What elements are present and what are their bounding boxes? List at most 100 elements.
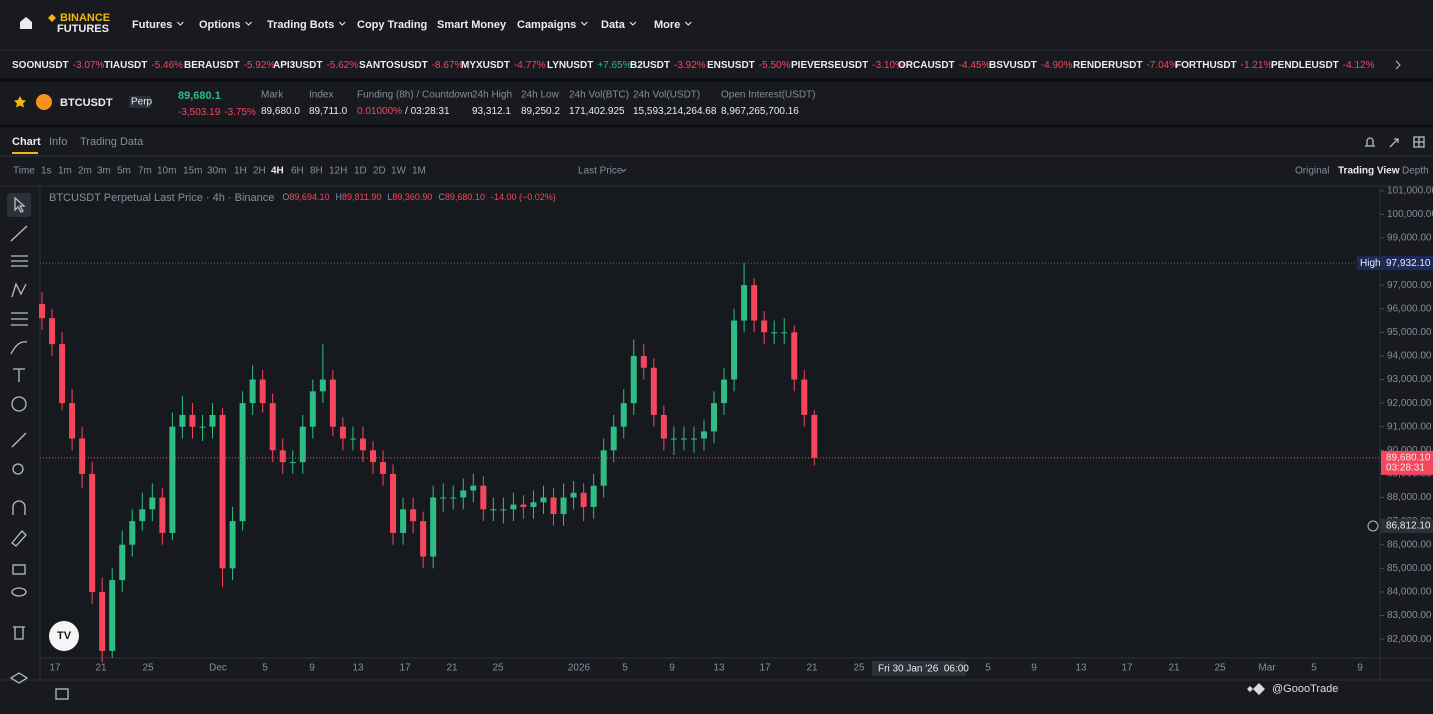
add-alert[interactable] bbox=[1367, 520, 1379, 532]
interval[interactable]: 1W bbox=[391, 166, 407, 177]
pattern-tool[interactable] bbox=[11, 282, 27, 298]
candle-body bbox=[570, 492, 577, 498]
ticker-item[interactable]: FORTHUSDT -1.21% bbox=[1175, 60, 1272, 71]
ticker-item[interactable]: SOONUSDT -3.07% bbox=[12, 60, 104, 71]
zoom-tool[interactable] bbox=[12, 463, 24, 475]
tab[interactable]: Info bbox=[49, 136, 67, 148]
cursor-tool[interactable] bbox=[14, 196, 26, 213]
candle-body bbox=[550, 497, 557, 515]
ticker-item[interactable]: BSVUSDT -4.90% bbox=[989, 60, 1073, 71]
nav-item[interactable]: Options bbox=[199, 19, 241, 31]
interval[interactable]: 1M bbox=[412, 166, 426, 177]
ticker-item[interactable]: LYNUSDT +7.65% bbox=[547, 60, 632, 71]
x-tick-label: 17 bbox=[399, 663, 411, 674]
interval[interactable]: 15m bbox=[183, 166, 202, 177]
x-tick-label: Mar bbox=[1258, 663, 1276, 674]
x-tick-label: 25 bbox=[142, 663, 154, 674]
ticker-item[interactable]: SANTOSUSDT -8.67% bbox=[359, 60, 464, 71]
interval[interactable]: 6H bbox=[291, 166, 304, 177]
ruler-tool[interactable] bbox=[11, 432, 27, 448]
favorite-icon[interactable] bbox=[14, 96, 26, 108]
interval[interactable]: 5m bbox=[117, 166, 131, 177]
interval[interactable]: 4H bbox=[271, 166, 284, 177]
view-option[interactable]: Original bbox=[1295, 166, 1329, 177]
tab[interactable]: Trading Data bbox=[80, 136, 144, 148]
nav-item[interactable]: Campaigns bbox=[517, 19, 576, 31]
candle-body bbox=[329, 379, 336, 427]
price-type[interactable]: Last Price bbox=[578, 166, 623, 177]
interval[interactable]: 2H bbox=[253, 166, 266, 177]
tab-underline bbox=[12, 152, 38, 154]
ticker-next[interactable] bbox=[1395, 60, 1401, 70]
ticker-symbol: FORTHUSDT bbox=[1175, 60, 1237, 71]
ticker-item[interactable]: TIAUSDT -5.46% bbox=[104, 60, 183, 71]
interval[interactable]: 1H bbox=[234, 166, 247, 177]
layout-icon[interactable] bbox=[1413, 136, 1425, 148]
ticker-change: -4.77% bbox=[514, 60, 546, 71]
logo: FUTURES bbox=[57, 23, 109, 35]
candle-body bbox=[490, 509, 497, 511]
y-tick-label: 91,000.00 bbox=[1387, 421, 1432, 432]
nav-item[interactable]: Futures bbox=[132, 19, 172, 31]
view-option[interactable]: Trading View bbox=[1338, 166, 1400, 177]
nav-item[interactable]: Copy Trading bbox=[357, 19, 427, 31]
lock-tool[interactable] bbox=[12, 564, 26, 575]
interval[interactable]: 8H bbox=[310, 166, 323, 177]
stat-label: 24h Vol(USDT) bbox=[633, 90, 700, 101]
interval[interactable]: 30m bbox=[207, 166, 226, 177]
interval[interactable]: 10m bbox=[157, 166, 176, 177]
interval[interactable]: 1m bbox=[58, 166, 72, 177]
channel-tool[interactable] bbox=[11, 255, 28, 267]
ticker-item[interactable]: RENDERUSDT -7.04% bbox=[1073, 60, 1178, 71]
brush-tool[interactable] bbox=[10, 341, 28, 355]
expand-icon[interactable] bbox=[1389, 138, 1399, 148]
candle-body bbox=[530, 502, 537, 507]
candle-body bbox=[49, 318, 56, 345]
interval[interactable]: 1D bbox=[354, 166, 367, 177]
tradingview-logo-text: TV bbox=[57, 630, 72, 642]
line-tool[interactable] bbox=[10, 225, 28, 242]
home-icon[interactable] bbox=[20, 17, 32, 29]
nav-item[interactable]: Trading Bots bbox=[267, 19, 334, 31]
nav-item[interactable]: Data bbox=[601, 19, 626, 31]
last-price: 89,680.10 bbox=[1386, 453, 1431, 464]
fib-tool[interactable] bbox=[11, 312, 28, 326]
ticker-item[interactable]: API3USDT -5.62% bbox=[273, 60, 358, 71]
ticker-item[interactable]: B2USDT -3.92% bbox=[630, 60, 706, 71]
text-tool[interactable] bbox=[13, 368, 25, 382]
interval[interactable]: Time bbox=[13, 166, 35, 177]
ticker-item[interactable]: BERAUSDT -5.92% bbox=[184, 60, 275, 71]
trash-tool[interactable] bbox=[13, 626, 25, 640]
stat-value-text: 8,967,265,700.16 bbox=[721, 106, 799, 117]
interval[interactable]: 3m bbox=[97, 166, 111, 177]
interval[interactable]: 1s bbox=[41, 166, 52, 177]
magnet-tool[interactable] bbox=[12, 500, 26, 515]
layers-tool[interactable] bbox=[9, 672, 29, 684]
ticker-item[interactable]: PIEVERSEUSDT -3.10% bbox=[791, 60, 904, 71]
eye-tool[interactable] bbox=[11, 587, 27, 597]
chevron bbox=[245, 21, 252, 26]
chart-area bbox=[40, 186, 1380, 658]
ticker-item[interactable]: PENDLEUSDT -4.12% bbox=[1271, 60, 1375, 71]
bell-icon[interactable] bbox=[1365, 137, 1375, 147]
tab[interactable]: Chart bbox=[12, 136, 41, 148]
view-option[interactable]: Depth bbox=[1402, 166, 1429, 177]
interval[interactable]: 7m bbox=[138, 166, 152, 177]
nav-item[interactable]: Smart Money bbox=[437, 19, 507, 31]
interval[interactable]: 2m bbox=[78, 166, 92, 177]
interval[interactable]: 2D bbox=[373, 166, 386, 177]
emoji-tool[interactable] bbox=[11, 396, 27, 412]
interval[interactable]: 12H bbox=[329, 166, 347, 177]
candle-body bbox=[751, 285, 758, 321]
nav-item[interactable]: More bbox=[654, 19, 680, 31]
candle-body bbox=[139, 509, 146, 522]
lock-draw-tool[interactable] bbox=[11, 530, 27, 547]
change-abs: -3,503.19 bbox=[178, 107, 221, 118]
chevron bbox=[620, 168, 627, 173]
ticker-item[interactable]: MYXUSDT -4.77% bbox=[461, 60, 546, 71]
tool-active[interactable] bbox=[7, 193, 31, 217]
calendar-icon[interactable] bbox=[55, 688, 69, 700]
ticker-item[interactable]: ORCAUSDT -4.45% bbox=[898, 60, 990, 71]
ticker-item[interactable]: ENSUSDT -5.50% bbox=[707, 60, 791, 71]
candle-body bbox=[600, 450, 607, 486]
